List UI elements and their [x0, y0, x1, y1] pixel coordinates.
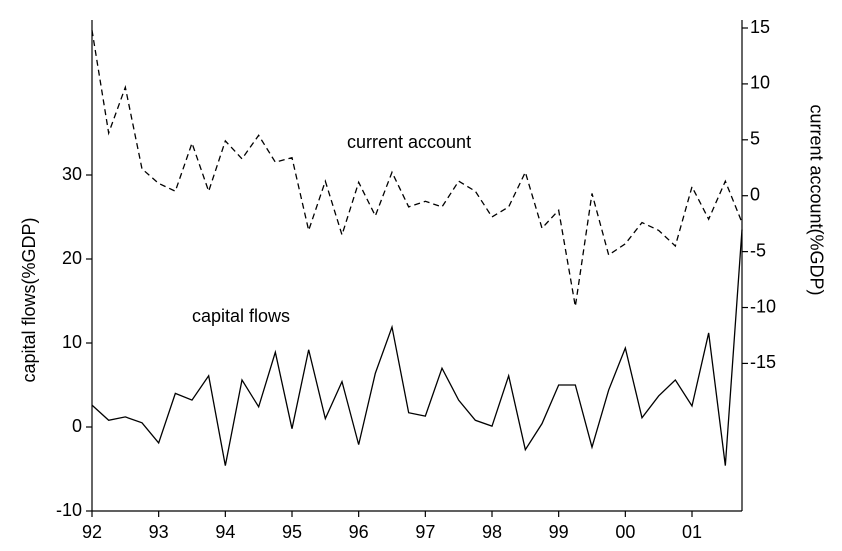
x-tick-label: 95	[282, 522, 302, 542]
y2-tick-label: 5	[750, 129, 760, 149]
y2-tick-label: -15	[750, 352, 776, 372]
x-tick-label: 96	[349, 522, 369, 542]
x-tick-label: 00	[615, 522, 635, 542]
y2-axis-label: current account(%GDP)	[806, 104, 826, 295]
x-tick-label: 97	[415, 522, 435, 542]
x-tick-label: 01	[682, 522, 702, 542]
x-tick-label: 92	[82, 522, 102, 542]
y2-tick-label: -5	[750, 240, 766, 260]
series-line	[91, 30, 743, 307]
y2-tick-label: -10	[750, 296, 776, 316]
y-axis-label: capital flows(%GDP)	[19, 217, 39, 382]
annotation: capital flows	[192, 306, 290, 326]
annotation: current account	[347, 132, 471, 152]
x-tick-label: 99	[549, 522, 569, 542]
y-tick-label: 20	[62, 248, 82, 268]
y2-tick-label: 10	[750, 73, 770, 93]
x-tick-label: 94	[215, 522, 235, 542]
y2-tick-label: 15	[750, 17, 770, 37]
series-line	[91, 229, 743, 466]
y-tick-label: 30	[62, 164, 82, 184]
x-tick-label: 98	[482, 522, 502, 542]
y-tick-label: 0	[72, 416, 82, 436]
y2-tick-label: 0	[750, 184, 760, 204]
y-tick-label: -10	[56, 500, 82, 520]
y-tick-label: 10	[62, 332, 82, 352]
x-tick-label: 93	[149, 522, 169, 542]
